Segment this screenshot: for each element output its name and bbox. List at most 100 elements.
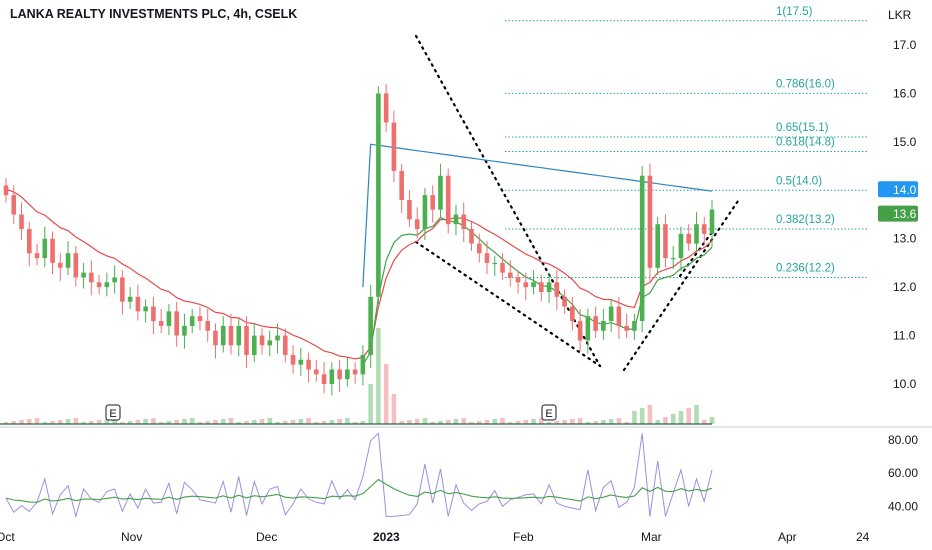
candle-28 bbox=[220, 316, 226, 353]
candle-body-6 bbox=[50, 238, 55, 263]
volume-bar-11 bbox=[89, 421, 94, 424]
candle-body-3 bbox=[26, 229, 32, 254]
volume-bar-36 bbox=[282, 421, 288, 424]
candle-body-90 bbox=[701, 224, 707, 234]
time-label-5: Mar bbox=[641, 530, 662, 544]
candle-46 bbox=[360, 345, 366, 386]
volume-bar-78 bbox=[608, 419, 614, 424]
candle-72 bbox=[562, 289, 567, 314]
candle-body-14 bbox=[112, 277, 117, 283]
candle-91 bbox=[709, 199, 715, 247]
candle-body-65 bbox=[507, 272, 513, 278]
volume-bar-87 bbox=[678, 411, 684, 424]
candle-body-69 bbox=[539, 282, 544, 292]
candle-58 bbox=[453, 204, 459, 236]
trend-line-3 bbox=[678, 230, 714, 278]
candle-body-16 bbox=[127, 296, 133, 302]
candle-88 bbox=[686, 224, 692, 251]
candle-26 bbox=[205, 308, 211, 342]
candle-body-85 bbox=[663, 224, 668, 259]
fib-label-2: 0.65(15.1) bbox=[776, 122, 829, 134]
candle-body-87 bbox=[678, 233, 684, 259]
candle-body-54 bbox=[422, 195, 428, 230]
candle-63 bbox=[492, 255, 498, 277]
vwap-line bbox=[362, 143, 713, 288]
price-tick-4: 13.0 bbox=[893, 232, 917, 246]
time-axis[interactable]: Oct Nov Dec 2023 Feb Mar Apr 24 bbox=[0, 530, 870, 544]
volume-bar-39 bbox=[306, 418, 311, 424]
volume-bar-85 bbox=[663, 417, 668, 424]
time-label-2: Dec bbox=[256, 530, 277, 544]
candle-87 bbox=[678, 226, 684, 272]
candle-body-68 bbox=[531, 282, 536, 288]
candle-body-8 bbox=[65, 253, 71, 268]
rsi-line bbox=[5, 432, 713, 519]
candle-body-88 bbox=[686, 233, 692, 244]
volume-bar-82 bbox=[639, 408, 645, 424]
volume-bar-7 bbox=[58, 420, 63, 424]
candle-body-43 bbox=[337, 369, 342, 380]
candle-body-66 bbox=[515, 277, 521, 283]
volume-bar-33 bbox=[259, 419, 265, 424]
candle-73 bbox=[570, 296, 575, 331]
time-label-7: 24 bbox=[856, 530, 870, 544]
volume-bar-1 bbox=[11, 421, 17, 424]
candle-body-81 bbox=[632, 321, 637, 331]
volume-bar-32 bbox=[251, 420, 257, 424]
candlesticks[interactable] bbox=[3, 83, 715, 396]
volume-bar-64 bbox=[500, 418, 505, 424]
candle-82 bbox=[639, 166, 645, 333]
volume-bar-42 bbox=[329, 420, 335, 424]
volume-bar-51 bbox=[399, 421, 404, 424]
candle-14 bbox=[112, 265, 117, 294]
candle-4 bbox=[34, 243, 40, 266]
candle-21 bbox=[166, 304, 172, 336]
candle-19 bbox=[151, 296, 156, 335]
candle-body-10 bbox=[81, 272, 86, 278]
volume-bar-21 bbox=[166, 421, 172, 424]
volume-bar-13 bbox=[104, 419, 110, 424]
candle-body-56 bbox=[438, 175, 443, 210]
candle-body-13 bbox=[104, 282, 110, 288]
candle-body-44 bbox=[345, 369, 350, 380]
candle-body-45 bbox=[352, 369, 358, 375]
volume-bar-25 bbox=[197, 422, 203, 424]
candle-body-72 bbox=[562, 296, 567, 307]
volume-bar-10 bbox=[81, 422, 86, 424]
volume-bar-9 bbox=[73, 418, 79, 424]
volume-bar-35 bbox=[275, 422, 280, 424]
volume-bar-30 bbox=[236, 422, 242, 424]
candle-5 bbox=[42, 226, 48, 268]
volume-bar-46 bbox=[360, 421, 366, 424]
candle-0 bbox=[3, 178, 9, 203]
price-axis[interactable]: 17.0 16.0 15.0 14.0 13.0 12.0 11.0 10.0 80.00 60.… bbox=[888, 38, 918, 513]
candle-body-59 bbox=[461, 214, 467, 230]
volume-bar-4 bbox=[34, 418, 40, 424]
candle-45 bbox=[352, 362, 358, 384]
candle-body-9 bbox=[73, 253, 79, 278]
candle-59 bbox=[461, 202, 467, 243]
volume-bar-40 bbox=[314, 422, 319, 424]
candle-body-24 bbox=[189, 316, 195, 326]
fib-label-1: 0.786(16.0) bbox=[776, 78, 835, 90]
volume-bar-27 bbox=[213, 420, 218, 424]
candle-47 bbox=[368, 284, 373, 369]
candle-86 bbox=[670, 245, 676, 270]
time-label-4: Feb bbox=[513, 530, 534, 544]
volume-bar-12 bbox=[96, 420, 102, 424]
candle-27 bbox=[213, 323, 218, 359]
fib-label-4: 0.5(14.0) bbox=[776, 175, 822, 187]
candle-body-91 bbox=[709, 209, 715, 234]
badge-text-1: 13.6 bbox=[893, 207, 917, 221]
candle-body-86 bbox=[670, 258, 676, 260]
candle-body-58 bbox=[453, 214, 459, 225]
trend-lines bbox=[414, 34, 742, 372]
candle-81 bbox=[632, 313, 637, 340]
candle-62 bbox=[484, 241, 490, 275]
candle-52 bbox=[407, 190, 412, 227]
candle-body-61 bbox=[476, 243, 482, 254]
volume-bar-86 bbox=[670, 414, 676, 424]
candle-body-37 bbox=[290, 354, 296, 365]
